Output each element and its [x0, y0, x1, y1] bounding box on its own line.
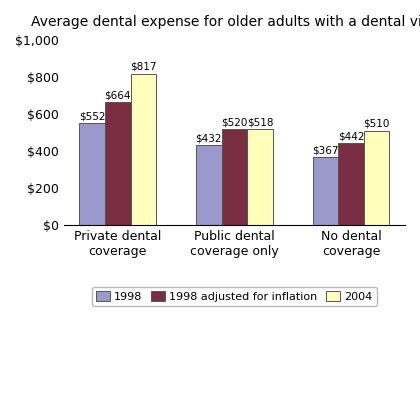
Text: $442: $442: [338, 131, 364, 142]
Text: $510: $510: [363, 119, 390, 129]
Bar: [247, 129, 273, 225]
Text: $817: $817: [130, 62, 157, 72]
Text: $664: $664: [105, 91, 131, 100]
Legend: 1998, 1998 adjusted for inflation, 2004: 1998, 1998 adjusted for inflation, 2004: [92, 287, 377, 306]
Text: $520: $520: [221, 117, 247, 127]
Text: $518: $518: [247, 118, 273, 127]
Bar: [312, 157, 338, 225]
Bar: [338, 143, 364, 225]
Bar: [196, 145, 221, 225]
Bar: [364, 131, 389, 225]
Bar: [105, 102, 131, 225]
Text: $367: $367: [312, 145, 339, 156]
Bar: [79, 123, 105, 225]
Bar: [221, 129, 247, 225]
Bar: [131, 74, 156, 225]
Text: $432: $432: [195, 133, 222, 143]
Title: Average dental expense for older adults with a dental visit: Average dental expense for older adults …: [31, 15, 420, 29]
Text: $552: $552: [79, 111, 105, 121]
